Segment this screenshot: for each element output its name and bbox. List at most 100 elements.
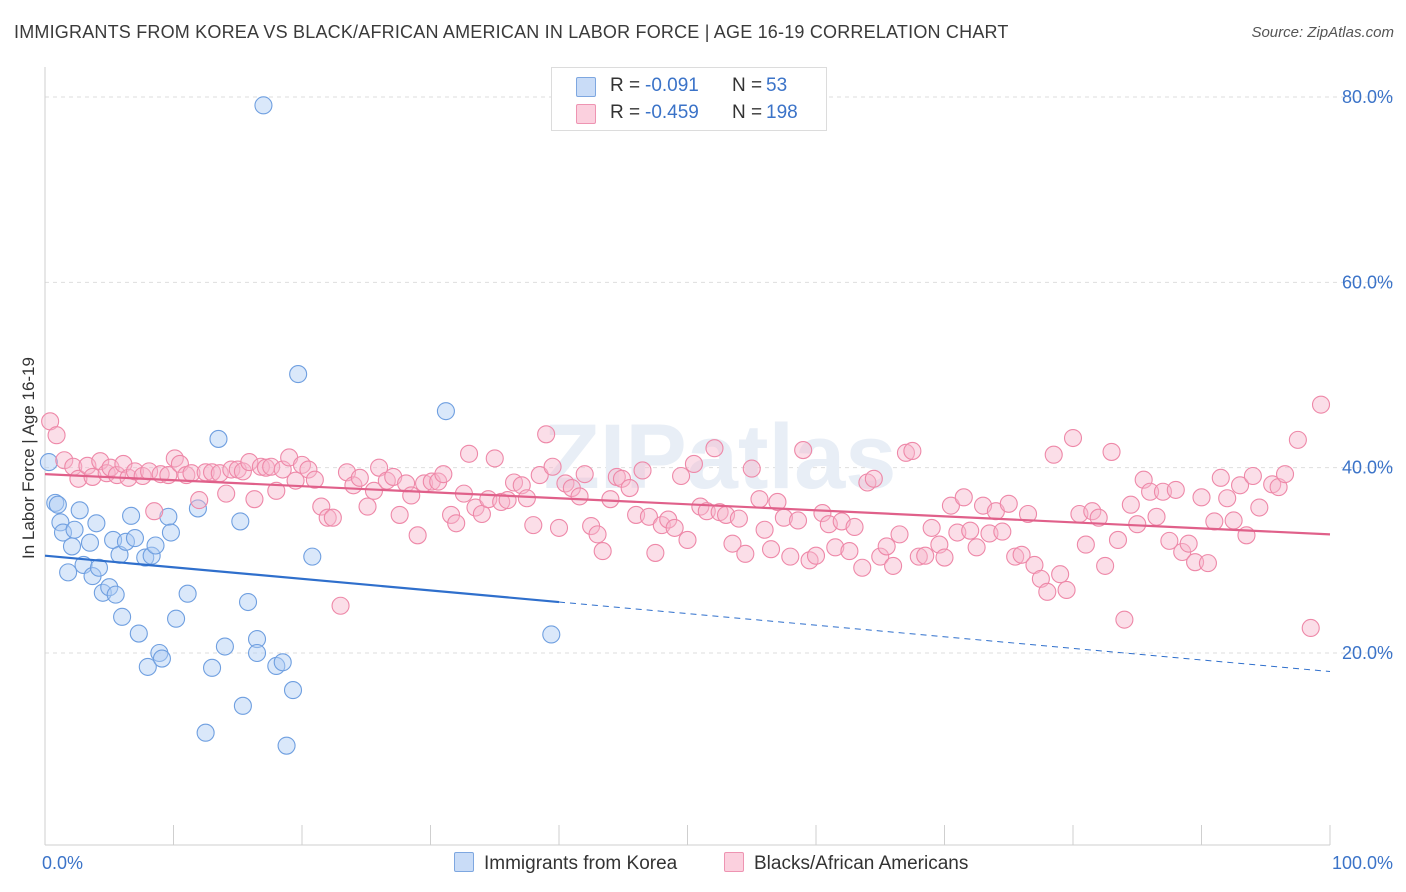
point-black bbox=[1186, 553, 1205, 572]
trend-lines bbox=[44, 473, 1331, 673]
point-black bbox=[1102, 442, 1121, 461]
point-korea bbox=[138, 657, 157, 676]
point-korea bbox=[122, 506, 141, 525]
point-black bbox=[601, 490, 620, 509]
point-black bbox=[909, 547, 928, 566]
point-black bbox=[794, 441, 813, 460]
point-black bbox=[350, 468, 369, 487]
point-black bbox=[993, 522, 1012, 541]
point-black bbox=[133, 466, 152, 486]
point-black bbox=[434, 465, 453, 484]
legend-r-label: R = bbox=[610, 75, 641, 96]
point-black bbox=[761, 540, 781, 559]
point-korea bbox=[39, 453, 58, 472]
stats-legend: R = -0.091 N = 53 R = -0.459 N = 198 bbox=[551, 67, 827, 131]
point-black bbox=[620, 479, 639, 498]
point-black bbox=[390, 505, 409, 524]
point-black bbox=[755, 520, 774, 539]
point-black bbox=[1018, 504, 1038, 524]
point-korea bbox=[273, 653, 292, 672]
source-label: Source: ZipAtlas.com bbox=[1251, 24, 1394, 41]
point-black bbox=[459, 444, 479, 463]
point-black bbox=[1198, 554, 1217, 573]
point-black bbox=[575, 465, 594, 484]
trend-line-black bbox=[44, 473, 1331, 536]
point-black bbox=[498, 491, 517, 510]
point-black bbox=[1250, 498, 1269, 517]
y-tick-label: 80.0% bbox=[1342, 87, 1393, 107]
point-black bbox=[896, 443, 916, 462]
point-korea bbox=[116, 532, 136, 551]
point-korea bbox=[247, 630, 267, 649]
point-black bbox=[1311, 395, 1331, 414]
point-korea bbox=[289, 365, 308, 384]
point-black bbox=[1063, 428, 1083, 448]
point-black bbox=[549, 518, 569, 537]
point-black bbox=[305, 470, 324, 489]
legend-swatch-black bbox=[576, 104, 596, 124]
point-black bbox=[697, 502, 716, 521]
trend-line-korea-extension bbox=[558, 601, 1331, 673]
point-black bbox=[1243, 466, 1262, 486]
point-black bbox=[1038, 582, 1057, 601]
point-black bbox=[323, 508, 342, 527]
chart-title: IMMIGRANTS FROM KOREA VS BLACK/AFRICAN A… bbox=[14, 22, 1009, 42]
point-black bbox=[402, 486, 421, 505]
point-black bbox=[864, 469, 883, 488]
legend-swatch-black bbox=[724, 852, 744, 872]
point-black bbox=[750, 490, 769, 509]
point-black bbox=[705, 439, 724, 458]
point-korea bbox=[159, 507, 178, 526]
point-black bbox=[781, 547, 800, 566]
x-tick-label: 100.0% bbox=[1332, 853, 1393, 873]
point-black bbox=[633, 461, 652, 480]
point-korea bbox=[283, 681, 303, 700]
point-black bbox=[1218, 489, 1237, 508]
point-korea bbox=[303, 547, 322, 566]
point-black bbox=[240, 453, 259, 472]
point-black bbox=[1121, 495, 1140, 514]
point-korea bbox=[233, 696, 252, 715]
legend-row-black: R = -0.459 N = 198 bbox=[552, 100, 826, 127]
point-korea bbox=[89, 558, 109, 577]
point-black bbox=[1057, 580, 1076, 600]
point-black bbox=[1231, 476, 1250, 495]
point-black bbox=[517, 489, 536, 508]
point-black bbox=[593, 542, 612, 561]
point-black bbox=[145, 502, 164, 521]
point-korea bbox=[106, 585, 125, 604]
point-black bbox=[1089, 508, 1108, 527]
point-black bbox=[853, 558, 872, 577]
point-black bbox=[299, 460, 318, 479]
point-black bbox=[1006, 547, 1025, 566]
point-korea bbox=[238, 592, 258, 612]
point-black bbox=[1012, 545, 1031, 564]
point-black bbox=[47, 426, 66, 445]
tick-labels: 20.0% 40.0% 60.0% 80.0% 0.0% 100.0% bbox=[42, 87, 1393, 873]
point-black bbox=[612, 469, 632, 488]
legend-r-label: R = bbox=[610, 102, 641, 123]
point-korea bbox=[80, 533, 100, 552]
point-black bbox=[485, 449, 504, 468]
y-tick-label: 60.0% bbox=[1342, 272, 1393, 292]
point-black bbox=[1044, 445, 1063, 464]
point-black bbox=[999, 494, 1018, 513]
point-black bbox=[678, 530, 697, 549]
point-korea bbox=[87, 514, 106, 533]
point-black bbox=[447, 514, 466, 533]
point-korea bbox=[542, 625, 561, 644]
point-black bbox=[768, 492, 787, 512]
point-black bbox=[639, 507, 659, 526]
point-korea bbox=[152, 649, 171, 668]
point-korea bbox=[167, 609, 186, 628]
point-korea bbox=[231, 512, 250, 531]
point-korea bbox=[247, 643, 267, 663]
point-black bbox=[736, 544, 755, 563]
point-korea bbox=[277, 736, 296, 755]
point-black bbox=[556, 474, 575, 493]
point-korea bbox=[65, 520, 84, 539]
point-black bbox=[267, 481, 286, 500]
point-korea bbox=[161, 523, 180, 542]
point-korea bbox=[209, 429, 228, 448]
point-black bbox=[788, 511, 808, 530]
